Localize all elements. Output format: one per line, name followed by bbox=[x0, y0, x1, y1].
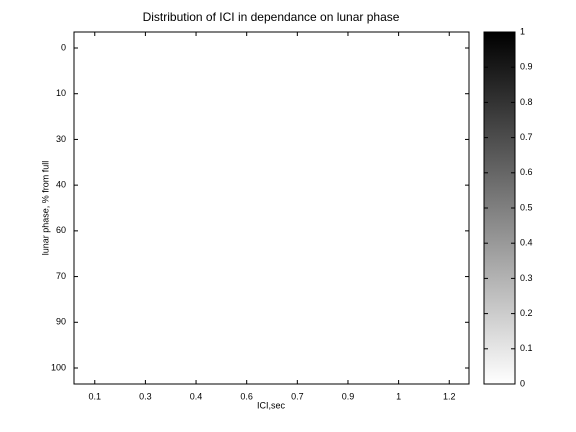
colorbar-tick-label: 0 bbox=[520, 378, 525, 388]
colorbar-tick-label: 0.4 bbox=[520, 238, 533, 248]
x-tick-label: 1 bbox=[396, 391, 401, 401]
colorbar-tick-label: 0.2 bbox=[520, 308, 533, 318]
x-tick-label: 0.9 bbox=[342, 391, 355, 401]
x-tick-label: 0.7 bbox=[291, 391, 304, 401]
colorbar-tick-label: 0.9 bbox=[520, 62, 533, 72]
plot-area bbox=[73, 31, 470, 385]
colorbar-tick-label: 0.8 bbox=[520, 97, 533, 107]
chart-title: Distribution of ICI in dependance on lun… bbox=[143, 10, 400, 24]
y-axis-label: lunar phase, % from full bbox=[40, 161, 50, 256]
colorbar-tick-label: 0.1 bbox=[520, 343, 533, 353]
x-tick-label: 1.2 bbox=[443, 391, 456, 401]
y-tick-label: 10 bbox=[56, 88, 66, 98]
colorbar-tick-label: 0.6 bbox=[520, 167, 533, 177]
x-tick-label: 0.1 bbox=[89, 391, 102, 401]
colorbar-tick-label: 0.7 bbox=[520, 132, 533, 142]
colorbar-tick-label: 0.3 bbox=[520, 273, 533, 283]
colorbar-tick-label: 1 bbox=[520, 26, 525, 36]
y-tick-label: 70 bbox=[56, 271, 66, 281]
y-tick-label: 60 bbox=[56, 225, 66, 235]
y-tick-label: 90 bbox=[56, 317, 66, 327]
y-tick-label: 100 bbox=[51, 362, 66, 372]
x-tick-label: 0.4 bbox=[190, 391, 203, 401]
y-tick-label: 40 bbox=[56, 180, 66, 190]
x-tick-label: 0.6 bbox=[240, 391, 253, 401]
x-tick-label: 0.3 bbox=[139, 391, 152, 401]
y-tick-label: 0 bbox=[61, 42, 66, 52]
y-tick-label: 30 bbox=[56, 134, 66, 144]
colorbar-tick-label: 0.5 bbox=[520, 202, 533, 212]
x-axis-label: ICI,sec bbox=[257, 400, 286, 410]
colorbar bbox=[483, 31, 516, 385]
